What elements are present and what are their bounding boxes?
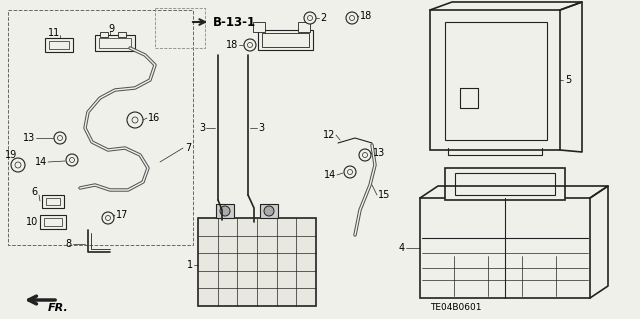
Text: 14: 14 bbox=[35, 157, 47, 167]
Bar bbox=[445, 22, 547, 140]
Text: 19: 19 bbox=[5, 150, 17, 160]
Text: 18: 18 bbox=[360, 11, 372, 21]
Bar bbox=[42, 195, 64, 208]
Text: 13: 13 bbox=[23, 133, 35, 143]
Bar bbox=[155, 8, 205, 48]
Bar bbox=[8, 10, 193, 245]
Bar bbox=[216, 204, 234, 218]
Bar bbox=[44, 218, 62, 226]
Bar bbox=[258, 30, 313, 50]
Bar bbox=[420, 198, 590, 298]
Circle shape bbox=[220, 206, 230, 216]
Circle shape bbox=[346, 12, 358, 24]
Bar bbox=[445, 168, 565, 200]
Text: 2: 2 bbox=[320, 13, 326, 23]
Bar bbox=[260, 204, 278, 218]
Bar bbox=[40, 215, 66, 229]
Circle shape bbox=[102, 212, 114, 224]
Bar bbox=[99, 38, 131, 48]
Bar bbox=[298, 22, 310, 32]
Text: 9: 9 bbox=[108, 24, 114, 34]
Text: 3: 3 bbox=[258, 123, 264, 133]
Text: 11: 11 bbox=[48, 28, 60, 38]
Circle shape bbox=[264, 206, 274, 216]
Circle shape bbox=[11, 158, 25, 172]
Circle shape bbox=[304, 12, 316, 24]
Text: 13: 13 bbox=[373, 148, 385, 158]
Bar bbox=[262, 33, 309, 47]
Bar bbox=[46, 198, 60, 205]
Bar bbox=[198, 218, 316, 306]
Text: 8: 8 bbox=[66, 239, 72, 249]
Text: 14: 14 bbox=[324, 170, 336, 180]
Circle shape bbox=[344, 166, 356, 178]
Bar bbox=[455, 173, 555, 195]
Bar bbox=[45, 38, 73, 52]
Bar bbox=[118, 32, 126, 37]
Text: 17: 17 bbox=[116, 210, 129, 220]
Text: B-13-1: B-13-1 bbox=[213, 16, 256, 28]
Text: 16: 16 bbox=[148, 113, 160, 123]
Text: 10: 10 bbox=[26, 217, 38, 227]
Text: 12: 12 bbox=[323, 130, 335, 140]
Bar bbox=[95, 35, 135, 51]
Text: FR.: FR. bbox=[48, 303, 68, 313]
Circle shape bbox=[244, 39, 256, 51]
Bar bbox=[253, 22, 265, 32]
Circle shape bbox=[66, 154, 78, 166]
Text: TE04B0601: TE04B0601 bbox=[430, 303, 481, 313]
Circle shape bbox=[54, 132, 66, 144]
Bar bbox=[100, 32, 108, 37]
Text: 4: 4 bbox=[399, 243, 405, 253]
Circle shape bbox=[359, 149, 371, 161]
Text: 7: 7 bbox=[185, 143, 191, 153]
Bar bbox=[430, 10, 560, 150]
Text: 15: 15 bbox=[378, 190, 390, 200]
Text: 6: 6 bbox=[32, 187, 38, 197]
Text: 3: 3 bbox=[199, 123, 205, 133]
Circle shape bbox=[127, 112, 143, 128]
Text: 5: 5 bbox=[565, 75, 572, 85]
Bar bbox=[49, 41, 69, 49]
Text: 18: 18 bbox=[226, 40, 238, 50]
Text: 1: 1 bbox=[187, 260, 193, 270]
